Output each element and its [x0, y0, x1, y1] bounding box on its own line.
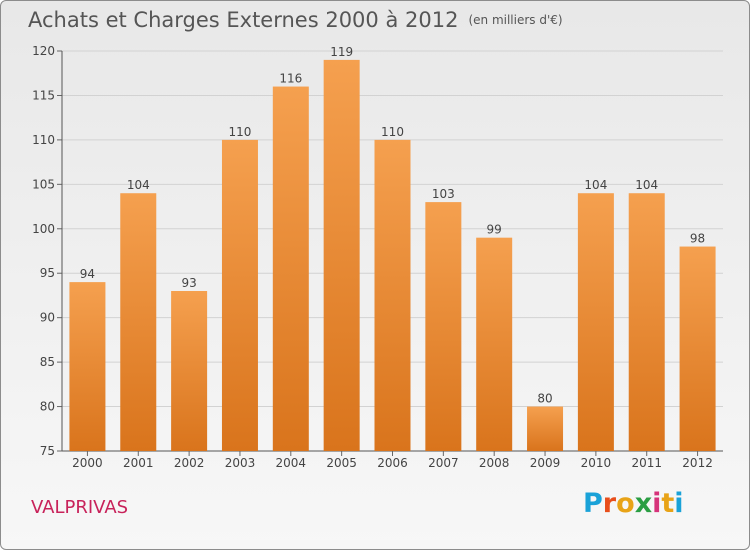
bar: [527, 406, 564, 451]
x-tick-label: 2003: [225, 456, 256, 470]
y-tick-label: 105: [32, 177, 55, 191]
logo-letter: i: [652, 488, 662, 519]
y-tick-label: 100: [32, 222, 55, 236]
data-label: 93: [181, 276, 196, 290]
x-tick-label: 2008: [479, 456, 510, 470]
chart-title: Achats et Charges Externes 2000 à 2012 (e…: [28, 8, 563, 32]
logo-letter: o: [616, 488, 635, 519]
y-tick-label: 110: [32, 133, 55, 147]
data-label: 116: [279, 72, 302, 86]
data-label: 104: [584, 178, 607, 192]
data-label: 98: [690, 232, 705, 246]
y-tick-label: 90: [40, 311, 55, 325]
x-tick-label: 2005: [326, 456, 357, 470]
bar: [679, 246, 716, 451]
data-label: 119: [330, 45, 353, 59]
logo-letter: t: [661, 488, 675, 519]
town-name: VALPRIVAS: [31, 497, 129, 518]
y-tick-label: 80: [40, 400, 55, 414]
y-tick-label: 75: [40, 444, 55, 458]
bar: [69, 282, 106, 451]
data-label: 94: [80, 267, 95, 281]
bar: [476, 237, 513, 451]
x-tick-label: 2000: [72, 456, 103, 470]
x-tick-label: 2010: [581, 456, 612, 470]
logo-letter: i: [674, 488, 684, 519]
data-label: 99: [487, 223, 502, 237]
logo-letter: r: [602, 488, 617, 519]
chart-unit: (en milliers d'€): [468, 13, 563, 27]
data-label: 80: [537, 392, 552, 406]
y-tick-label: 95: [40, 266, 55, 280]
bar: [425, 202, 462, 451]
y-tick-label: 115: [32, 88, 55, 102]
x-tick-label: 2007: [428, 456, 459, 470]
bar: [171, 291, 208, 451]
x-tick-label: 2012: [682, 456, 713, 470]
data-label: 104: [635, 178, 658, 192]
bar: [221, 139, 258, 451]
logo-letter: P: [583, 488, 603, 519]
data-label: 103: [432, 187, 455, 201]
bar: [120, 193, 157, 451]
data-label: 110: [229, 125, 252, 139]
bar: [323, 59, 360, 452]
bar: [628, 193, 665, 451]
data-label: 110: [381, 125, 404, 139]
x-tick-label: 2002: [174, 456, 205, 470]
x-tick-label: 2004: [276, 456, 307, 470]
x-tick-label: 2001: [123, 456, 154, 470]
x-tick-label: 2011: [631, 456, 662, 470]
proxiti-logo: Proxiti: [583, 488, 684, 519]
x-tick-label: 2006: [377, 456, 408, 470]
y-tick-label: 85: [40, 355, 55, 369]
x-tick-label: 2009: [530, 456, 561, 470]
bar: [272, 86, 309, 452]
chart-title-text: Achats et Charges Externes 2000 à 2012: [28, 8, 459, 32]
data-label: 104: [127, 178, 150, 192]
logo-letter: x: [634, 488, 653, 519]
bar: [577, 193, 614, 451]
bar: [374, 139, 411, 451]
y-tick-label: 120: [32, 44, 55, 58]
